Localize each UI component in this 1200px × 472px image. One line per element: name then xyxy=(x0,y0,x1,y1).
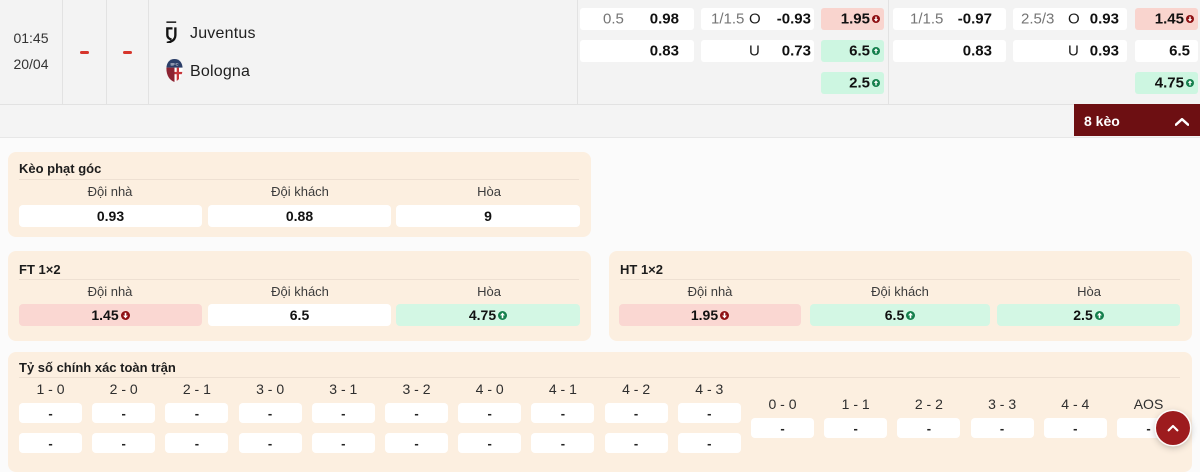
svg-text:BFC: BFC xyxy=(171,62,179,67)
